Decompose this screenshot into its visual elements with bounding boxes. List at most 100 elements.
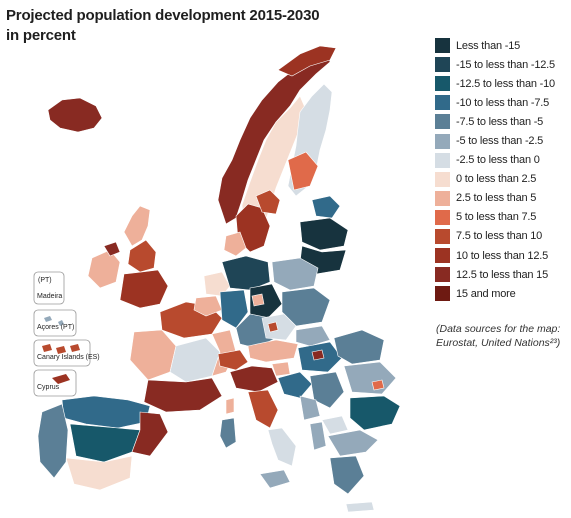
region-austria (247, 339, 299, 363)
legend-item: 0 to less than 2.5 (435, 170, 571, 189)
region-budapest (311, 349, 325, 361)
region-germany-north (221, 255, 271, 291)
map-title-line2: in percent (6, 27, 76, 44)
legend-item: -5 to less than -2.5 (435, 131, 571, 150)
region-prague (267, 321, 279, 333)
region-spain-south (65, 455, 133, 491)
legend-swatch (435, 248, 450, 264)
region-corsica (225, 397, 235, 415)
region-sicily (259, 469, 291, 489)
legend-label: 0 to less than 2.5 (456, 173, 537, 186)
region-czechia (261, 313, 297, 341)
legend-swatch (435, 95, 450, 111)
legend-swatch (435, 114, 450, 130)
region-england-south (119, 269, 169, 309)
inset-canary-islands (42, 344, 80, 354)
region-belgium (193, 295, 223, 317)
map-legend: Less than -15 -15 to less than -12.5 -12.5… (435, 36, 571, 303)
legend-label: 5 to less than 7.5 (456, 211, 537, 224)
legend-item: 10 to less than 12.5 (435, 246, 571, 265)
legend-swatch (435, 171, 450, 187)
legend-swatch (435, 57, 450, 73)
map-title: Projected population development 2015-20… (6, 6, 336, 46)
region-greece-north (327, 429, 379, 457)
inset-madeira-country-label: (PT) (38, 277, 52, 284)
region-bucharest (371, 379, 385, 391)
legend-swatch (435, 209, 450, 225)
region-france-south (143, 377, 223, 413)
region-england-north (127, 239, 157, 273)
legend-item: -7.5 to less than -5 (435, 112, 571, 131)
legend-label: Less than -15 (456, 39, 521, 52)
region-serbia (309, 371, 345, 409)
legend-label: -2.5 to less than 0 (456, 154, 540, 167)
region-ireland (87, 249, 121, 289)
legend-swatch (435, 152, 450, 168)
legend-item: Less than -15 (435, 36, 571, 55)
region-sardinia (219, 417, 237, 449)
region-greece-south (329, 455, 365, 495)
region-croatia (277, 371, 313, 399)
legend-swatch (435, 286, 450, 302)
inset-cyprus-island (52, 374, 70, 384)
legend-item: 5 to less than 7.5 (435, 208, 571, 227)
data-source-line2: Eurostat, United Nations²³) (436, 337, 561, 349)
legend-label: -10 to less than -7.5 (456, 96, 550, 109)
region-scotland (123, 205, 151, 247)
region-switzerland (217, 349, 249, 371)
region-slovenia (271, 361, 291, 377)
region-italy-central (247, 389, 279, 429)
region-spain-north (61, 395, 151, 429)
legend-swatch (435, 228, 450, 244)
legend-item: 15 and more (435, 284, 571, 303)
legend-label: 15 and more (456, 287, 516, 300)
legend-label: 12.5 to less than 15 (456, 268, 549, 281)
region-poland-north (271, 257, 319, 291)
region-northern-ireland (103, 241, 121, 257)
region-norway-north (277, 45, 337, 77)
data-source-line1: (Data sources for the map: (436, 323, 561, 335)
region-slovakia (295, 325, 331, 347)
region-latvia (299, 217, 349, 251)
legend-label: -5 to less than -2.5 (456, 135, 544, 148)
legend-label: 10 to less than 12.5 (456, 249, 549, 262)
region-estonia (311, 195, 341, 219)
region-berlin (251, 293, 265, 307)
legend-swatch (435, 190, 450, 206)
region-germany-west (219, 289, 249, 329)
region-north-macedonia (321, 415, 349, 435)
region-iceland (47, 97, 103, 133)
legend-item: 12.5 to less than 15 (435, 265, 571, 284)
region-italy-south (267, 427, 297, 467)
region-netherlands (203, 271, 231, 297)
inset-madeira-label: Madeira (37, 293, 63, 300)
inset-canary-label: Canary Islands (ES) (37, 354, 100, 361)
inset-cyprus-label: Cyprus (37, 384, 60, 391)
map-title-line1: Projected population development 2015-20… (6, 7, 320, 24)
legend-swatch (435, 267, 450, 283)
region-crete (345, 501, 375, 513)
legend-swatch (435, 133, 450, 149)
region-italy-north (229, 365, 279, 393)
region-portugal (37, 403, 69, 479)
legend-label: -15 to less than -12.5 (456, 58, 555, 71)
region-sweden-mid (255, 189, 281, 215)
inset-cyprus-box (33, 369, 77, 397)
region-albania (309, 421, 327, 451)
inset-azores-label: Açores (PT) (37, 324, 75, 331)
region-finland-south (287, 151, 319, 191)
data-source-note: (Data sources for the map: Eurostat, Uni… (436, 322, 568, 350)
inset-madeira-box (33, 271, 65, 305)
region-romania-north (333, 329, 385, 365)
legend-label: -12.5 to less than -10 (456, 77, 555, 90)
region-norway (217, 49, 331, 225)
legend-item: 2.5 to less than 5 (435, 189, 571, 208)
legend-item: 7.5 to less than 10 (435, 227, 571, 246)
region-bulgaria (349, 395, 401, 431)
region-poland-south (281, 287, 331, 327)
legend-swatch (435, 76, 450, 92)
region-denmark (223, 231, 247, 257)
legend-item: -15 to less than -12.5 (435, 55, 571, 74)
inset-azores-box (33, 309, 77, 337)
